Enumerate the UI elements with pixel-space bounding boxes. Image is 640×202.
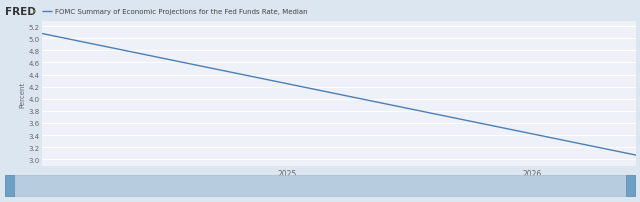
Bar xyxy=(5,175,635,196)
Bar xyxy=(5,175,14,196)
Text: FOMC Summary of Economic Projections for the Fed Funds Rate, Median: FOMC Summary of Economic Projections for… xyxy=(55,9,308,15)
Y-axis label: Percent: Percent xyxy=(19,81,26,107)
Bar xyxy=(626,175,635,196)
Text: FRED: FRED xyxy=(5,7,36,17)
Text: ↗: ↗ xyxy=(31,9,36,15)
